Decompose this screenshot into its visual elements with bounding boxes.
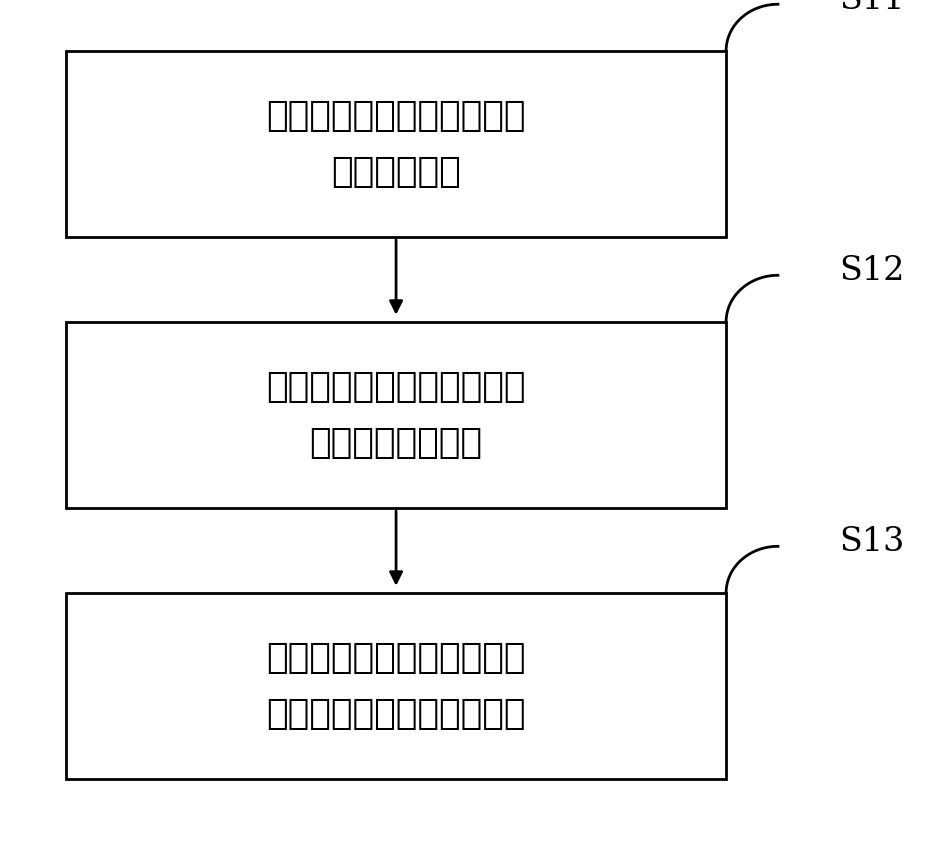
Text: 在判断到摄入卡路里高于预
设卡路里时，生成运动建议: 在判断到摄入卡路里高于预 设卡路里时，生成运动建议 [266, 641, 526, 731]
Text: 根据食物种类以及食物量分
析得出摄入卡路里: 根据食物种类以及食物量分 析得出摄入卡路里 [266, 370, 526, 460]
FancyBboxPatch shape [66, 322, 726, 508]
Text: 获取食物种类以及食物种类
对应的食物量: 获取食物种类以及食物种类 对应的食物量 [266, 99, 526, 189]
FancyBboxPatch shape [66, 593, 726, 779]
Text: S12: S12 [839, 255, 904, 287]
FancyBboxPatch shape [66, 51, 726, 237]
Text: S13: S13 [839, 526, 904, 558]
Text: S11: S11 [839, 0, 904, 16]
